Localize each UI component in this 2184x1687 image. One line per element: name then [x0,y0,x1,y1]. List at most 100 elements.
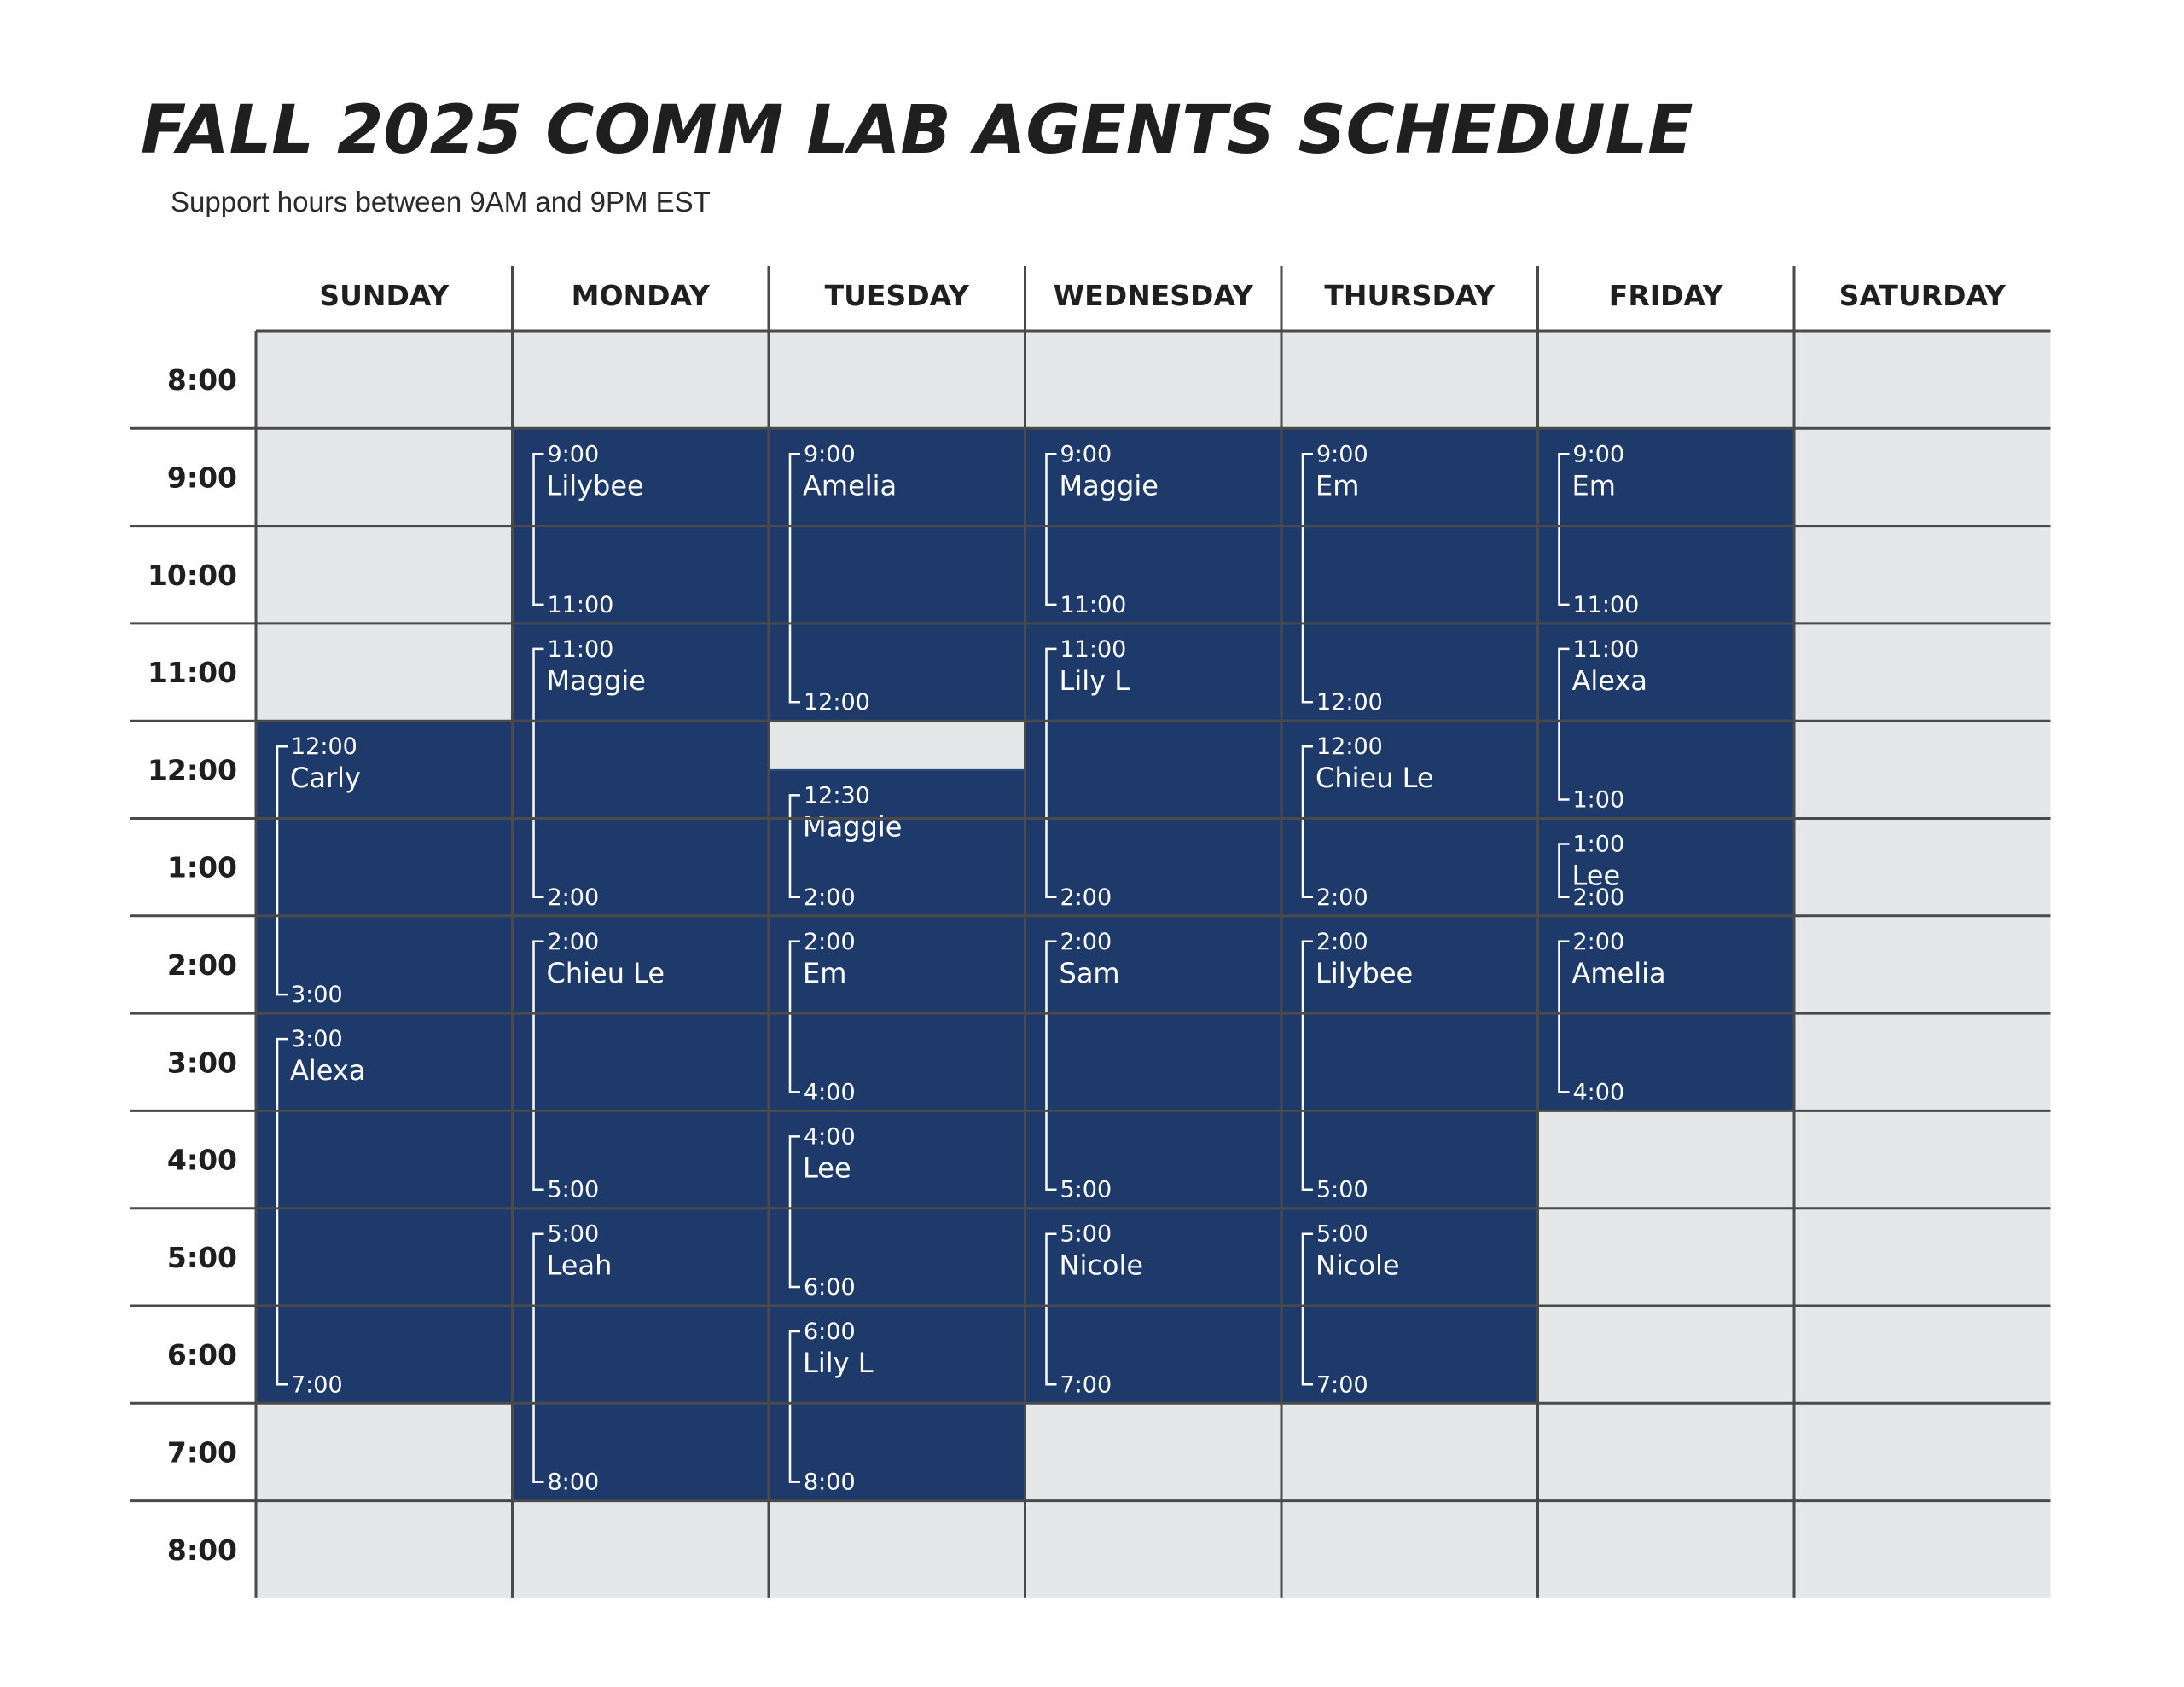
shift-end-time: 2:00 [804,884,856,911]
time-label: 8:00 [167,1533,237,1567]
shift-agent-name: Lily L [803,1347,874,1379]
shift-agent-name: Em [1572,469,1616,501]
shift-bracket [788,794,800,899]
shift-end-time: 12:00 [804,689,870,716]
shift-end-time: 5:00 [548,1177,600,1203]
shift-fill [1025,623,1282,916]
shift-agent-name: Sam [1060,957,1120,989]
shift-agent-name: Leah [547,1249,613,1282]
shift-start-time: 9:00 [1060,441,1112,467]
shift-bracket [1558,843,1570,899]
shift-agent-name: Lilybee [1316,957,1413,989]
shift-end-time: 2:00 [548,884,600,911]
shift-agent-name: Amelia [803,469,897,501]
day-header-monday: MONDAY [572,279,711,312]
shift-end-time: 11:00 [1060,592,1127,618]
shift-start-time: 6:00 [804,1319,856,1345]
shift-end-time: 7:00 [1060,1371,1112,1398]
day-header-tuesday: TUESDAY [825,279,970,312]
shift-bracket [1558,647,1570,801]
shift-start-time: 9:00 [548,441,600,467]
shift-agent-name: Nicole [1316,1249,1400,1282]
shift-bracket [1301,745,1313,899]
shift-end-time: 5:00 [1316,1177,1368,1203]
shift-agent-name: Em [803,957,846,989]
day-header-saturday: SATURDAY [1839,279,2007,312]
shift-start-time: 4:00 [804,1123,856,1150]
shift-start-time: 11:00 [1060,636,1127,663]
day-header-thursday: THURSDAY [1324,279,1496,312]
time-label: 7:00 [167,1435,237,1469]
shift-start-time: 5:00 [548,1221,600,1248]
shift-agent-name: Amelia [1572,957,1666,989]
shift-end-time: 8:00 [804,1470,856,1496]
shift-agent-name: Lee [1572,860,1621,892]
shift-end-time: 3:00 [291,982,343,1008]
shift-bracket [788,940,800,1093]
shift-agent-name: Chieu Le [547,957,665,989]
shift-bracket [1045,940,1057,1191]
shift-end-time: 4:00 [1573,1079,1625,1105]
shift-bracket [1045,647,1057,899]
shift-agent-name: Alexa [290,1054,365,1087]
shift-fill [1537,818,1795,916]
shift-agent-name: Maggie [1060,469,1159,501]
shift-start-time: 12:30 [804,782,870,809]
shift-start-time: 5:00 [1060,1221,1112,1248]
shift-fill [769,769,1026,916]
time-label: 3:00 [167,1046,237,1079]
shift-bracket [532,647,544,899]
shift-agent-name: Maggie [803,810,902,843]
shift-bracket [1045,453,1057,606]
shift-fill [1281,915,1539,1209]
shift-agent-name: Chieu Le [1316,762,1434,794]
shift-start-time: 3:00 [291,1026,343,1052]
shift-end-time: 4:00 [804,1079,856,1105]
shift-agent-name: Lee [803,1151,851,1184]
time-label: 8:00 [167,363,237,397]
shift-bracket [1558,453,1570,606]
time-label: 12:00 [148,753,237,786]
shift-start-time: 2:00 [1573,929,1625,955]
shift-end-time: 12:00 [1316,689,1383,716]
shift-start-time: 5:00 [1316,1221,1368,1248]
shift-end-time: 7:00 [291,1371,343,1398]
shift-end-time: 8:00 [548,1470,600,1496]
time-label: 2:00 [167,948,237,982]
shift-fill [1025,915,1282,1209]
shift-agent-name: Carly [290,762,361,794]
shift-end-time: 2:00 [1573,884,1625,911]
shift-agent-name: Alexa [1572,664,1647,697]
page-title: FALL 2025 COMM LAB AGENTS SCHEDULE [141,92,1693,169]
shift-start-time: 11:00 [1573,636,1640,663]
shift-agent-name: Lily L [1060,664,1130,697]
shift-bracket [788,1330,800,1483]
shift-end-time: 2:00 [1060,884,1112,911]
shift-fill [512,623,770,916]
shift-fill [512,915,770,1209]
shift-agent-name: Em [1316,469,1359,501]
shift-fill [256,721,514,1014]
shift-bracket [788,453,800,704]
shift-start-time: 9:00 [1573,441,1625,467]
shift-end-time: 7:00 [1316,1371,1368,1398]
shift-agent-name: Maggie [547,664,646,697]
shift-end-time: 1:00 [1573,787,1625,814]
shift-end-time: 2:00 [1316,884,1368,911]
shift-start-time: 9:00 [1316,441,1368,467]
shift-agent-name: Lilybee [547,469,644,501]
shift-start-time: 2:00 [804,929,856,955]
shift-end-time: 6:00 [804,1274,856,1301]
